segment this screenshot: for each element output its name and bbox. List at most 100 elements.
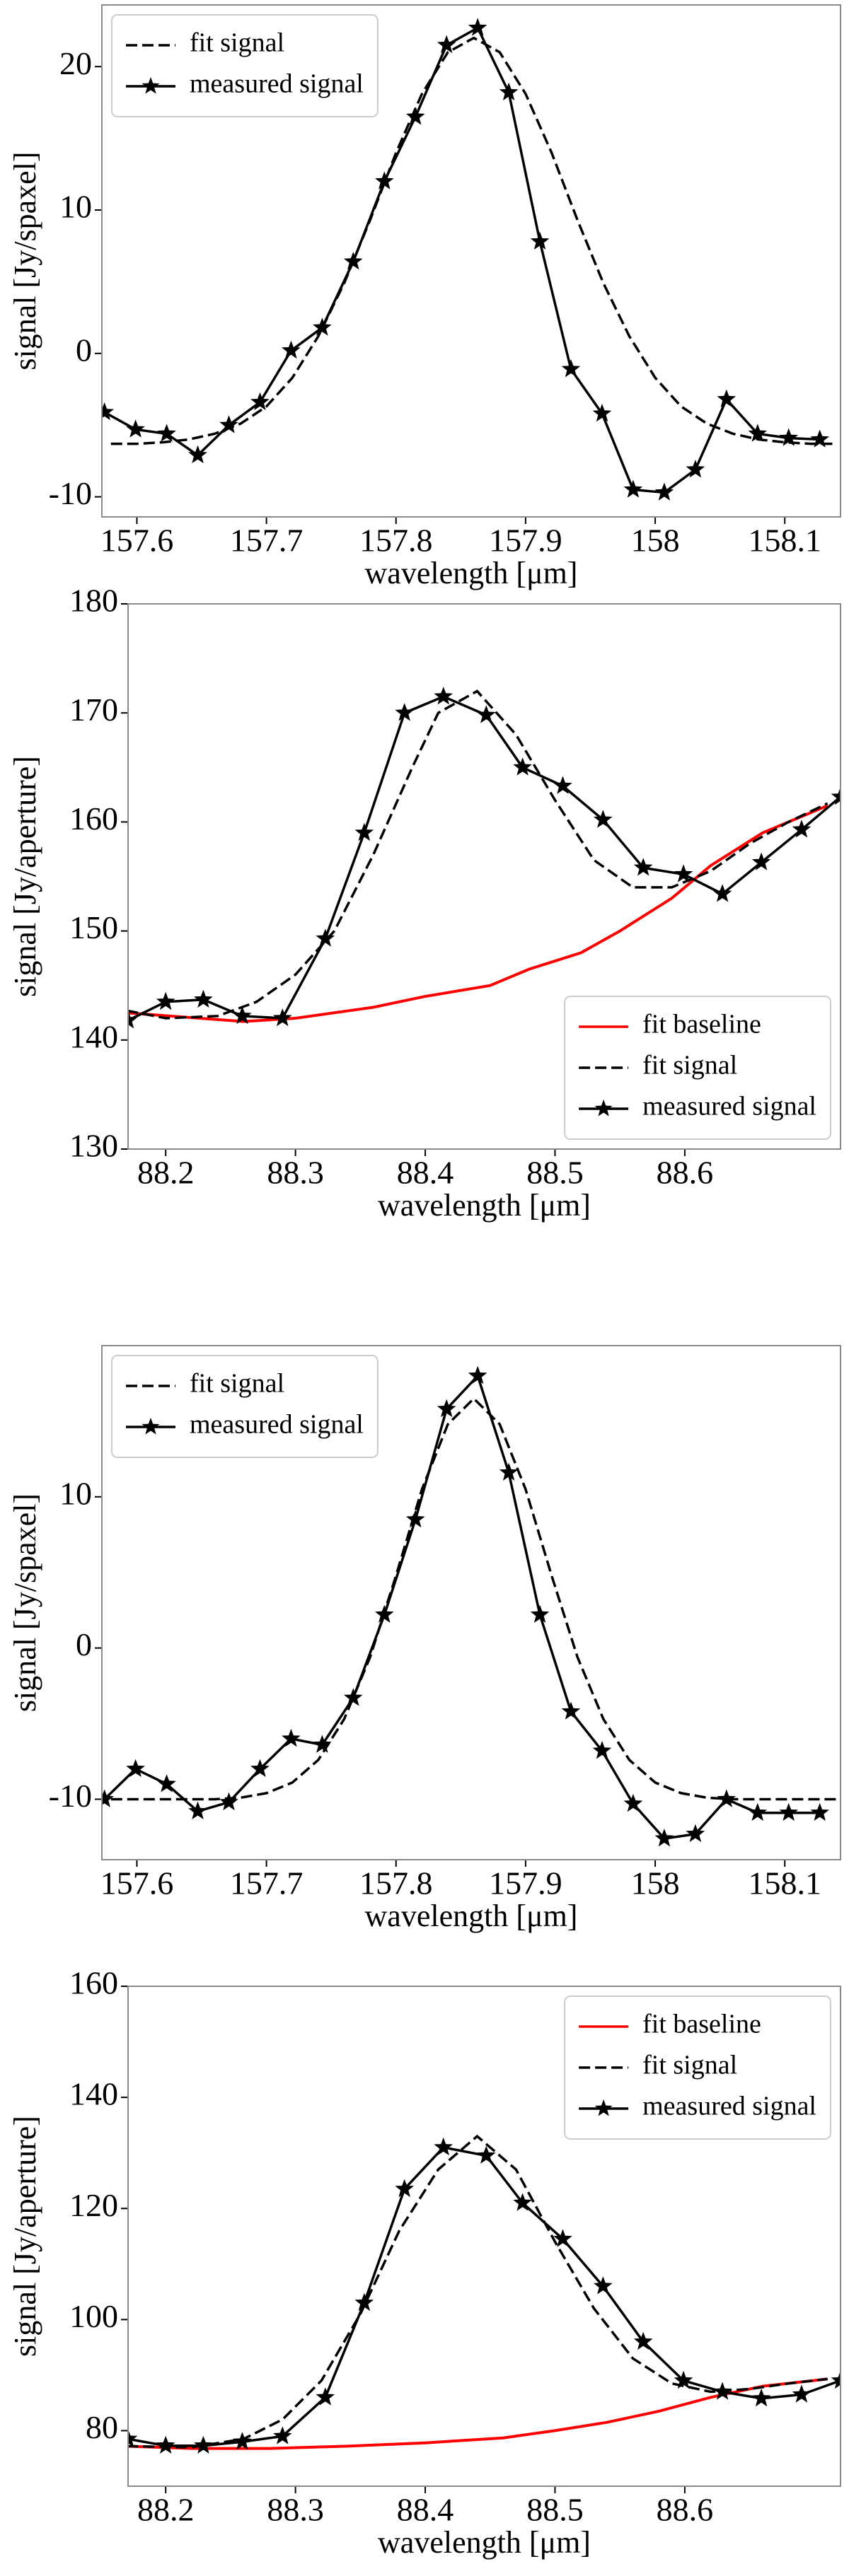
star-marker bbox=[831, 786, 841, 805]
series-line bbox=[110, 1397, 837, 1801]
series-line bbox=[128, 2145, 841, 2447]
legend-label: fit baseline bbox=[642, 1010, 761, 1039]
legend-box bbox=[564, 996, 831, 1140]
star-marker bbox=[633, 858, 653, 876]
x-tick-label: 88.3 bbox=[267, 2492, 324, 2528]
star-marker bbox=[313, 317, 332, 336]
legend-items: fit signal measured signal bbox=[126, 28, 364, 99]
x-tick-label: 88.6 bbox=[657, 1155, 714, 1191]
star-marker bbox=[633, 2331, 653, 2350]
star-marker bbox=[128, 1010, 138, 1029]
star-marker bbox=[126, 1759, 145, 1777]
legend-marker bbox=[142, 77, 160, 94]
legend-items: fit baseline fit signal measured signal bbox=[579, 1010, 816, 1121]
star-marker bbox=[476, 705, 496, 723]
legend-marker bbox=[594, 1100, 613, 1117]
star-marker bbox=[499, 82, 519, 100]
x-tick-label: 88.3 bbox=[267, 1155, 324, 1191]
y-tick-label: 0 bbox=[76, 332, 92, 368]
star-marker bbox=[194, 989, 213, 1008]
star-marker bbox=[395, 703, 414, 721]
star-marker bbox=[126, 419, 145, 438]
star-marker bbox=[188, 445, 207, 464]
star-marker bbox=[282, 1728, 301, 1747]
star-marker bbox=[354, 2292, 374, 2312]
plot-area bbox=[102, 1365, 837, 1847]
star-marker bbox=[717, 1789, 737, 1807]
star-marker bbox=[513, 757, 532, 776]
star-marker bbox=[674, 2370, 693, 2389]
panel: 88.2 88.3 88.4 88.5 88.6 80 100 120 140 160 wavele… bbox=[8, 1965, 841, 2560]
legend-label: fit signal bbox=[190, 1369, 284, 1399]
legend-label: measured signal bbox=[190, 69, 364, 99]
star-marker bbox=[594, 2276, 613, 2295]
star-marker bbox=[434, 2137, 453, 2156]
x-tick-label: 88.5 bbox=[526, 2492, 584, 2528]
y-tick-label: 100 bbox=[69, 2298, 118, 2334]
legend-items: fit baseline fit signal measured signal bbox=[579, 2010, 816, 2121]
series-line bbox=[128, 689, 828, 1020]
y-tick-label: 140 bbox=[69, 1018, 118, 1054]
star-marker bbox=[779, 428, 799, 446]
star-marker bbox=[553, 2229, 572, 2247]
y-tick-label: 0 bbox=[76, 1626, 92, 1662]
x-tick-label: 157.8 bbox=[359, 523, 433, 559]
legend-label: measured signal bbox=[642, 1092, 816, 1121]
legend: fit signal measured signal bbox=[111, 1355, 379, 1458]
star-marker bbox=[102, 402, 114, 421]
series-line bbox=[103, 1373, 820, 1840]
star-marker bbox=[623, 1793, 643, 1812]
x-tick-label: 157.6 bbox=[100, 523, 174, 559]
x-tick-label: 88.2 bbox=[137, 1155, 195, 1191]
star-marker bbox=[233, 2432, 252, 2450]
legend-items: fit signal measured signal bbox=[126, 1369, 364, 1440]
y-tick-label: -10 bbox=[49, 1778, 92, 1814]
x-tick-label: 157.7 bbox=[230, 1865, 304, 1901]
star-marker bbox=[194, 2435, 213, 2454]
x-tick-label: 88.6 bbox=[657, 2492, 714, 2528]
star-marker bbox=[250, 392, 270, 411]
x-tick-label: 157.9 bbox=[489, 1865, 562, 1901]
star-marker bbox=[792, 2384, 812, 2403]
star-marker bbox=[623, 479, 643, 498]
y-tick-label: -10 bbox=[49, 475, 92, 511]
star-marker bbox=[476, 2145, 496, 2164]
star-marker bbox=[594, 810, 613, 828]
star-marker bbox=[157, 1774, 176, 1793]
x-axis-label: wavelength [μm] bbox=[378, 1188, 591, 1223]
star-marker bbox=[592, 404, 612, 422]
y-axis-label: signal [Jy/aperture] bbox=[8, 756, 42, 997]
y-tick-label: 130 bbox=[69, 1128, 118, 1164]
star-marker bbox=[219, 415, 238, 433]
x-tick-label: 158 bbox=[631, 523, 680, 559]
star-marker bbox=[282, 340, 301, 359]
plot-frame bbox=[101, 4, 841, 518]
x-tick-label: 158 bbox=[631, 1865, 680, 1901]
x-axis-label: wavelength [μm] bbox=[365, 556, 578, 590]
star-marker bbox=[188, 1801, 207, 1819]
star-marker bbox=[434, 687, 453, 705]
star-marker bbox=[654, 482, 674, 501]
legend: fit baseline fit signal measured signal bbox=[564, 1995, 831, 2140]
x-axis-label: wavelength [μm] bbox=[365, 1899, 578, 1933]
y-axis-label: signal [Jy/spaxel] bbox=[8, 1493, 42, 1712]
plot-frame bbox=[127, 603, 841, 1150]
star-marker bbox=[219, 1792, 238, 1811]
star-marker bbox=[717, 389, 737, 407]
star-marker bbox=[513, 2193, 532, 2211]
plot-frame bbox=[101, 1345, 841, 1860]
legend-marker bbox=[142, 1418, 160, 1435]
x-tick-label: 157.9 bbox=[489, 523, 562, 559]
star-marker bbox=[102, 1789, 114, 1807]
plot-area bbox=[102, 18, 837, 501]
x-tick-label: 157.8 bbox=[359, 1865, 433, 1901]
star-marker bbox=[748, 1802, 768, 1821]
star-marker bbox=[654, 1829, 674, 1847]
y-tick-label: 180 bbox=[69, 583, 118, 619]
legend-label: fit baseline bbox=[642, 2010, 761, 2039]
legend: fit signal measured signal bbox=[111, 14, 379, 117]
star-marker bbox=[316, 2387, 335, 2406]
star-marker bbox=[375, 171, 394, 190]
legend-label: fit signal bbox=[190, 28, 284, 58]
star-marker bbox=[375, 1604, 394, 1623]
